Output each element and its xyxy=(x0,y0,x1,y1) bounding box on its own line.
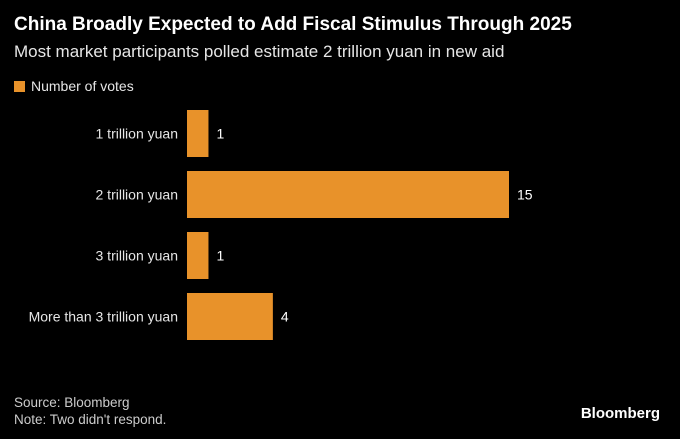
bar xyxy=(187,110,209,157)
data-label: 15 xyxy=(517,187,533,203)
legend: Number of votes xyxy=(14,78,134,94)
legend-label: Number of votes xyxy=(31,78,134,94)
bloomberg-logo: Bloomberg xyxy=(580,405,660,422)
chart-title: China Broadly Expected to Add Fiscal Sti… xyxy=(14,14,572,35)
bar xyxy=(187,293,273,340)
category-label: 3 trillion yuan xyxy=(96,248,179,264)
category-label: 2 trillion yuan xyxy=(96,187,179,203)
legend-swatch xyxy=(14,80,25,92)
source-note: Source: Bloomberg xyxy=(14,395,130,410)
data-label: 4 xyxy=(281,309,289,325)
bar xyxy=(187,232,209,279)
data-label: 1 xyxy=(216,248,224,264)
data-label: 1 xyxy=(216,126,224,142)
footnote: Note: Two didn't respond. xyxy=(14,412,167,427)
bar xyxy=(187,171,509,218)
category-label: 1 trillion yuan xyxy=(96,126,179,142)
chart-subtitle: Most market participants polled estimate… xyxy=(14,42,505,61)
category-label: More than 3 trillion yuan xyxy=(29,309,178,325)
footer: Source: Bloomberg Note: Two didn't respo… xyxy=(14,394,166,428)
